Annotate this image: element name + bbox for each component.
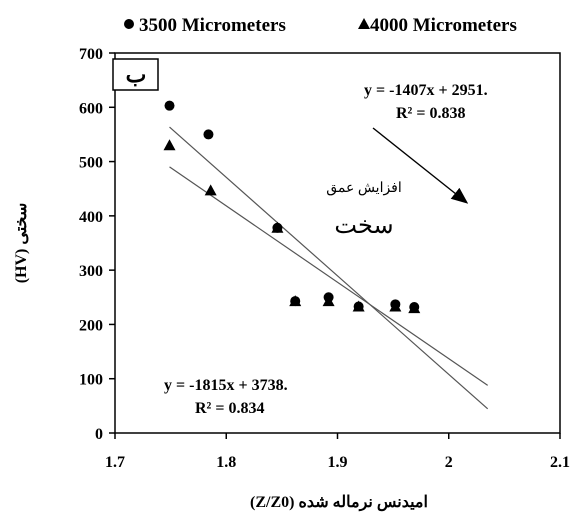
panel-label-text: ب [126,62,147,87]
y-tick-label: 400 [79,209,103,226]
depth-arrow [372,127,469,204]
annotation-hardness: سخت [334,213,393,239]
point-4000 [352,300,365,312]
y-tick-label: 0 [95,426,103,443]
point-3500 [203,129,214,140]
point-4000 [271,221,284,233]
plot-frame [114,52,561,434]
legend-label-3500: 3500 Micrometers [139,15,286,36]
legend-label-4000: 4000 Micrometers [370,15,517,36]
y-axis-title: سختی (HV) [13,203,30,284]
equation-upper: y = -1407x + 2951. [364,82,488,99]
x-axis-title: امیدنس نرماله شده (Z/Z0) [250,494,428,512]
x-axis: 1.7 1.8 1.9 2 2.1 [105,433,570,471]
point-4000 [322,295,335,307]
equation-lower: y = -1815x + 3738. [164,377,288,394]
plot-area [114,52,561,434]
trendline-1 [169,166,489,386]
y-tick-label: 200 [79,317,103,334]
x-tick-label: 1.7 [105,454,125,471]
x-tick-label: 1.8 [216,454,236,471]
panel-label-box [112,58,159,91]
point-4000 [289,295,302,307]
legend: 3500 Micrometers 4000 Micrometers [124,15,517,36]
x-tick-label: 1.9 [328,454,348,471]
r2-lower: R² = 0.834 [195,400,264,417]
panel-label: ب [112,58,159,91]
legend-marker-3500 [124,19,134,29]
trendlines [169,126,489,410]
data-points [163,100,421,314]
point-4000 [204,184,217,196]
y-tick-label: 600 [79,100,103,117]
y-tick-label: 500 [79,155,103,172]
x-tick-label: 2.1 [550,454,570,471]
legend-marker-4000 [358,18,370,29]
point-4000 [163,139,176,151]
r2-upper: R² = 0.838 [396,105,465,122]
point-3500 [164,100,175,111]
point-4000 [408,302,421,314]
y-tick-label: 100 [79,372,103,389]
point-4000 [389,300,402,312]
y-axis: 0 100 200 300 400 500 600 700 [79,46,115,443]
x-tick-label: 2 [445,454,453,471]
y-tick-label: 300 [79,263,103,280]
y-tick-label: 700 [79,46,103,63]
annotation-depth: افزایش عمق [326,181,402,196]
trendline-2 [169,126,489,410]
